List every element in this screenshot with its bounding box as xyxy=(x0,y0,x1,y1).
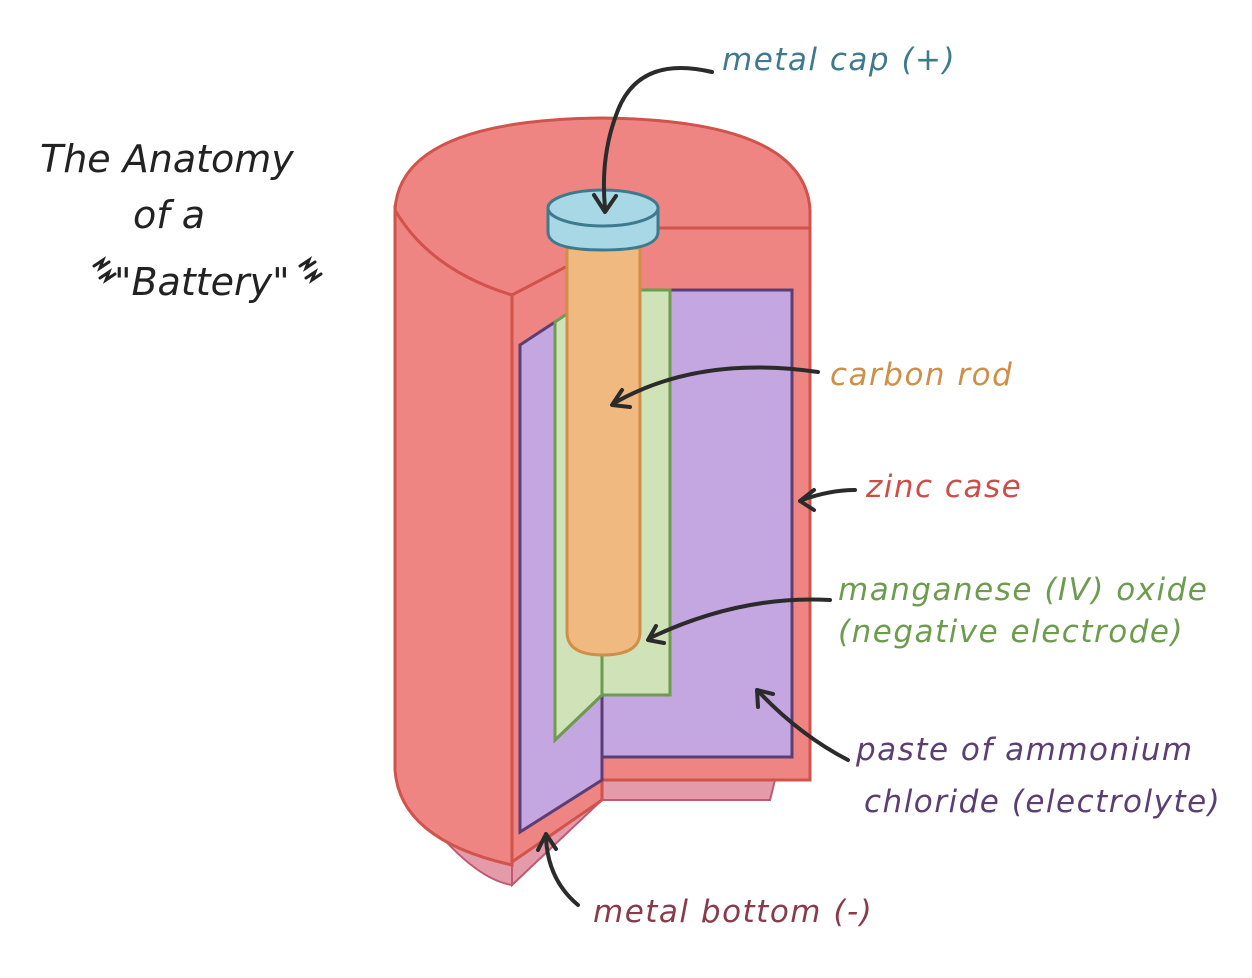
title-line-2: of a xyxy=(133,193,205,237)
carbon-rod xyxy=(565,246,642,657)
label-manganese-line-1: manganese (IV) oxide xyxy=(838,572,1208,608)
spark-left-icon xyxy=(92,256,117,284)
label-paste-line-2: chloride (electrolyte) xyxy=(864,784,1221,820)
label-zinc-case: zinc case xyxy=(865,469,1022,505)
diagram-title: The Anatomy of a "Battery" xyxy=(40,137,323,304)
label-paste-line-1: paste of ammonium xyxy=(855,732,1194,768)
arrow-carbon-rod xyxy=(610,365,820,409)
arrow-zinc-case xyxy=(798,488,857,512)
label-manganese-line-2: (negative electrode) xyxy=(838,614,1184,650)
battery-cutaway xyxy=(393,116,812,888)
spark-right-icon xyxy=(298,256,323,284)
label-carbon-rod: carbon rod xyxy=(830,357,1013,393)
arrow-manganese xyxy=(646,597,832,645)
label-metal-cap: metal cap (+) xyxy=(722,42,956,78)
arrow-paste xyxy=(755,688,850,762)
labels: metal cap (+) carbon rod zinc case manga… xyxy=(593,42,1221,930)
title-line-1: The Anatomy xyxy=(40,137,294,181)
arrow-metal-bottom xyxy=(536,832,580,907)
arrow-metal-cap xyxy=(592,66,714,214)
zinc-case-outer xyxy=(393,204,514,867)
metal-bottom-plate xyxy=(601,779,777,801)
title-line-3: "Battery" xyxy=(114,260,290,304)
label-metal-bottom: metal bottom (-) xyxy=(593,894,873,930)
arrows xyxy=(536,66,857,907)
